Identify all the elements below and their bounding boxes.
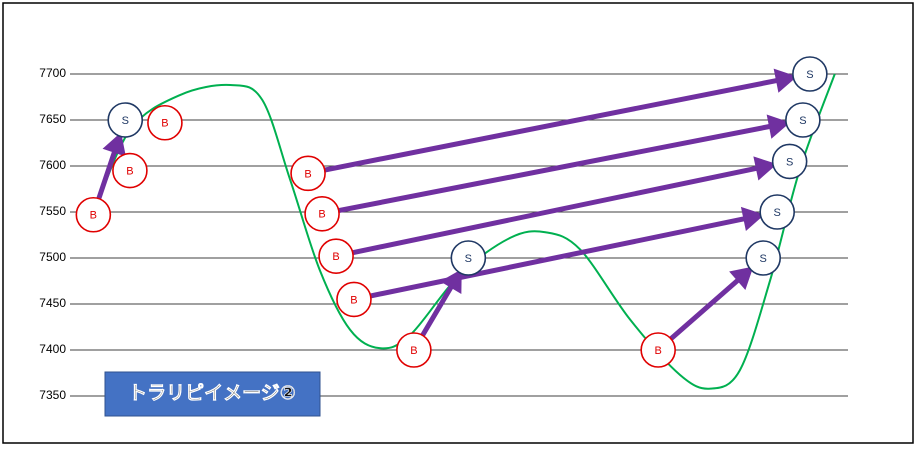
sell-marker-label: S [760,253,767,265]
y-tick-label: 7500 [39,250,66,264]
sell-marker [771,143,808,180]
marker-layer: B S B S B S B S B S B S B S B B [75,56,828,368]
y-tick-label: 7550 [39,204,66,218]
buy-marker-label: B [90,210,97,222]
sell-marker-label: S [806,69,813,81]
trade-arrow [96,132,126,200]
buy-marker [396,332,432,368]
sell-marker [745,240,781,276]
sell-marker [107,102,144,138]
annotation: トラリピイメージ② [128,382,296,404]
trade-arrow [370,206,765,299]
sell-marker-label: S [465,253,472,265]
y-tick-label: 7650 [39,112,66,126]
buy-marker [112,152,148,189]
buy-marker-label: B [318,209,325,221]
sell-marker-label: S [786,156,793,168]
annotation-box [104,371,321,417]
sell-marker [450,240,487,276]
sell-marker [792,56,828,92]
buy-marker-label: B [304,168,311,180]
y-tick-label: 7600 [39,158,66,172]
buy-marker [75,196,112,233]
sell-marker-label: S [799,115,806,127]
sell-marker [759,194,796,230]
buy-marker-label: B [332,251,339,263]
buy-marker-label: B [126,166,133,178]
buy-marker [290,155,326,192]
buy-marker [640,332,676,368]
sell-marker-label: S [774,207,781,219]
buy-marker-label: B [654,345,661,357]
y-tick-label: 7400 [39,342,66,356]
sell-marker [785,102,821,138]
trade-arrow [338,114,791,214]
sell-marker-label: S [122,115,129,127]
buy-marker-label: B [410,345,417,357]
buy-marker-label: B [350,294,357,306]
frame [2,2,914,444]
arrow-layer [96,68,798,341]
y-tick-label: 7350 [39,388,66,402]
grid-layer: 7350 7400 7450 7500 7550 7600 7650 7700 [39,66,848,402]
buy-marker-label: B [161,118,168,130]
trade-arrow [352,156,777,256]
buy-marker [147,104,183,141]
y-tick-label: 7700 [39,66,66,80]
buy-marker [304,196,340,232]
buy-marker [318,238,354,274]
trade-arrow [324,68,798,173]
trade-arrow [420,269,462,337]
trade-arrow [669,266,754,341]
y-tick-label: 7450 [39,296,66,310]
buy-marker [336,281,372,318]
